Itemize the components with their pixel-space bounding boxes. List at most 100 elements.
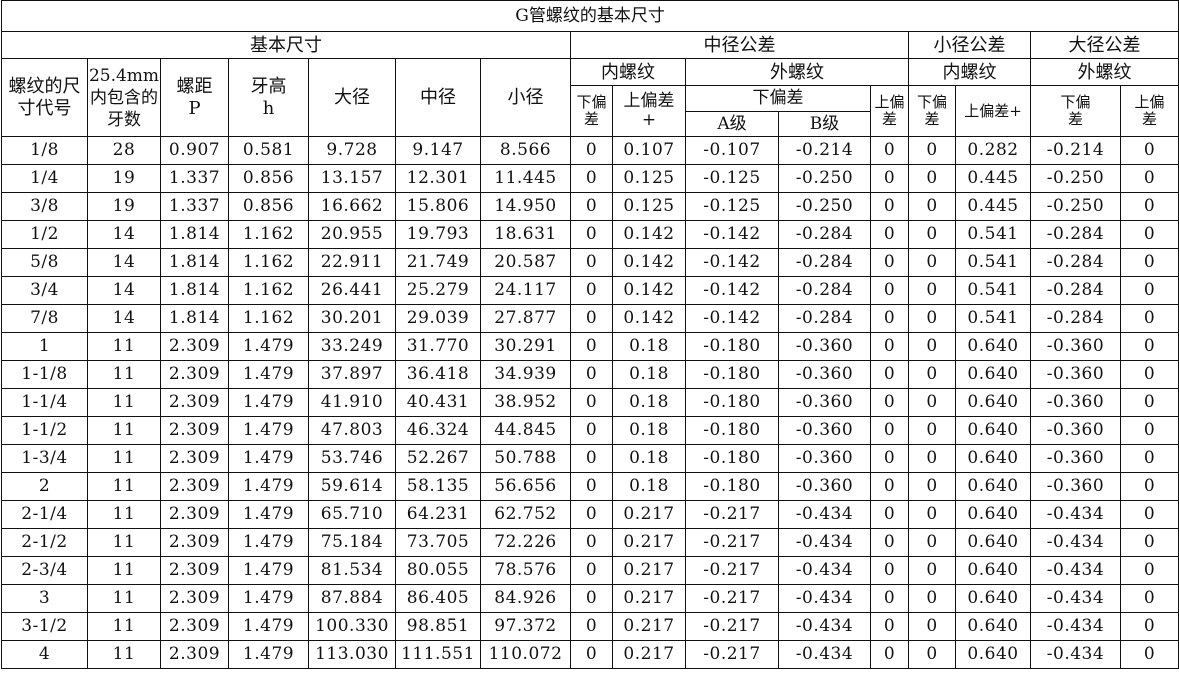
table-cell: 0 [570, 444, 613, 473]
table-cell: -0.214 [1030, 136, 1121, 165]
table-cell: 1.337 [160, 192, 229, 221]
table-row: 2-3/4 11 2.309 1.479 81.534 80.055 78.576 0 0.21… [1, 556, 1179, 585]
table-cell: 47.803 [308, 416, 396, 445]
table-cell: 1/2 [1, 220, 88, 249]
table-cell: 0 [1119, 528, 1179, 557]
table-cell: 1-1/8 [1, 360, 88, 389]
header-size-code: 螺纹的尺寸代号 [1, 58, 88, 137]
table-cell: 0.142 [612, 304, 686, 333]
table-cell: 11 [87, 584, 161, 613]
table-cell: 0 [570, 416, 613, 445]
table-cell: 14 [87, 248, 161, 277]
table-cell: 1.337 [160, 164, 229, 193]
table-cell: 0.217 [612, 640, 686, 669]
table-cell: 52.267 [395, 444, 481, 473]
header-lower-deviation: 下偏差 [570, 85, 613, 137]
table-cell: 50.788 [480, 444, 571, 473]
table-row: 7/8 14 1.814 1.162 30.201 29.039 27.877 0 0.142-… [1, 304, 1179, 333]
table-cell: 0 [570, 192, 613, 221]
table-cell: -0.360 [1030, 360, 1121, 389]
header-lower-deviation-major: 下偏差 [1030, 85, 1121, 137]
table-cell: 0 [870, 304, 909, 333]
table-cell: 0 [570, 248, 613, 277]
table-cell: 87.884 [308, 584, 396, 613]
table-cell: 44.845 [480, 416, 571, 445]
table-cell: 28 [87, 136, 161, 165]
header-pitch-tolerance: 中径公差 [570, 31, 909, 59]
table-cell: 4 [1, 640, 88, 669]
table-cell: 0 [908, 304, 956, 333]
table-cell: 0 [570, 612, 613, 641]
table-cell: 11 [87, 332, 161, 361]
table-cell: 0 [1119, 248, 1179, 277]
table-cell: 0.217 [612, 556, 686, 585]
table-cell: -0.217 [685, 500, 779, 529]
table-cell: 0.18 [612, 332, 686, 361]
table-row: 3/4 14 1.814 1.162 26.441 25.279 24.117 0 0.142-… [1, 276, 1179, 305]
table-cell: 0 [870, 500, 909, 529]
header-pitch-diameter: 中径 [395, 58, 481, 137]
header-basic-dimensions: 基本尺寸 [1, 31, 571, 59]
table-cell: 22.911 [308, 248, 396, 277]
table-cell: 0.640 [955, 444, 1031, 473]
table-cell: -0.217 [685, 556, 779, 585]
table-cell: 0 [870, 444, 909, 473]
table-cell: 41.910 [308, 388, 396, 417]
table-cell: 11.445 [480, 164, 571, 193]
table-cell: -0.434 [1030, 500, 1121, 529]
table-cell: 1.479 [228, 500, 309, 529]
table-cell: 30.201 [308, 304, 396, 333]
table-cell: 56.656 [480, 472, 571, 501]
table-cell: 1.479 [228, 556, 309, 585]
table-cell: 0 [870, 388, 909, 417]
table-cell: -0.250 [778, 164, 871, 193]
table-cell: 26.441 [308, 276, 396, 305]
table-cell: 0.581 [228, 136, 309, 165]
table-cell: 19 [87, 192, 161, 221]
table-cell: 9.147 [395, 136, 481, 165]
table-cell: 14 [87, 220, 161, 249]
table-cell: 1.814 [160, 248, 229, 277]
table-cell: 11 [87, 528, 161, 557]
table-cell: 33.249 [308, 332, 396, 361]
table-cell: 0 [908, 584, 956, 613]
header-major-diameter: 大径 [308, 58, 396, 137]
table-cell: -0.125 [685, 192, 779, 221]
table-cell: 0.217 [612, 612, 686, 641]
table-cell: 1.479 [228, 612, 309, 641]
table-cell: 0 [1119, 136, 1179, 165]
table-cell: 2.309 [160, 500, 229, 529]
table-cell: -0.434 [1030, 528, 1121, 557]
table-cell: 0 [870, 472, 909, 501]
table-cell: 1.814 [160, 220, 229, 249]
table-cell: 0.18 [612, 472, 686, 501]
table-cell: 24.117 [480, 276, 571, 305]
table-cell: -0.284 [778, 276, 871, 305]
table-cell: 19 [87, 164, 161, 193]
table-cell: 1.479 [228, 640, 309, 669]
table-cell: 1.479 [228, 360, 309, 389]
table-cell: 1/8 [1, 136, 88, 165]
table-cell: 0.18 [612, 444, 686, 473]
table-cell: 3/8 [1, 192, 88, 221]
table-cell: 0 [1119, 192, 1179, 221]
table-cell: 64.231 [395, 500, 481, 529]
table-cell: 13.157 [308, 164, 396, 193]
table-cell: 0 [1119, 584, 1179, 613]
table-cell: -0.284 [778, 248, 871, 277]
table-cell: -0.434 [1030, 640, 1121, 669]
table-cell: 0 [870, 248, 909, 277]
table-cell: -0.217 [685, 584, 779, 613]
table-cell: 16.662 [308, 192, 396, 221]
table-cell: 0 [870, 528, 909, 557]
table-cell: 0 [908, 136, 956, 165]
table-row: 1/4 19 1.337 0.856 13.157 12.301 11.445 0 0.125-… [1, 164, 1179, 193]
table-row: 2-1/4 11 2.309 1.479 65.710 64.231 62.752 0 0.21… [1, 500, 1179, 529]
table-cell: 29.039 [395, 304, 481, 333]
table-cell: 0 [1119, 220, 1179, 249]
table-cell: -0.180 [685, 444, 779, 473]
table-cell: 25.279 [395, 276, 481, 305]
table-cell: -0.284 [778, 304, 871, 333]
table-cell: 1.479 [228, 416, 309, 445]
table-cell: 30.291 [480, 332, 571, 361]
